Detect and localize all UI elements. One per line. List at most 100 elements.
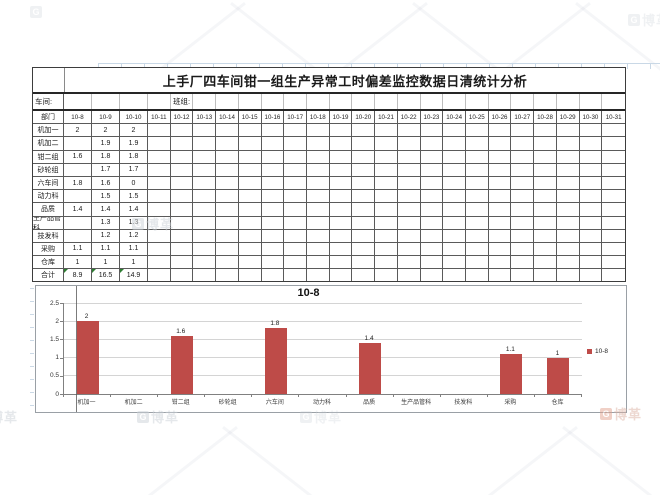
- table-cell[interactable]: [262, 256, 285, 269]
- table-cell[interactable]: [284, 229, 307, 242]
- table-cell[interactable]: [466, 242, 489, 256]
- table-cell[interactable]: [534, 176, 557, 190]
- table-cell[interactable]: [64, 216, 92, 229]
- table-cell[interactable]: [216, 137, 239, 150]
- table-cell[interactable]: 1.5: [92, 190, 120, 203]
- table-cell[interactable]: [534, 190, 557, 203]
- table-cell[interactable]: [284, 256, 307, 269]
- table-cell[interactable]: 1.8: [64, 176, 92, 190]
- chart-bar[interactable]: [547, 357, 570, 394]
- table-cell[interactable]: [330, 150, 353, 163]
- table-cell[interactable]: [398, 124, 421, 137]
- table-cell[interactable]: [398, 256, 421, 269]
- table-cell[interactable]: 1.8: [92, 150, 120, 163]
- table-cell[interactable]: [375, 150, 398, 163]
- meta-cell[interactable]: [557, 94, 580, 109]
- meta-cell[interactable]: [148, 94, 171, 109]
- table-cell[interactable]: [580, 242, 603, 256]
- table-cell[interactable]: [148, 256, 171, 269]
- table-cell[interactable]: [511, 163, 535, 176]
- table-cell[interactable]: [352, 150, 376, 163]
- table-cell[interactable]: [148, 190, 171, 203]
- table-cell[interactable]: [580, 176, 603, 190]
- table-cell[interactable]: 1.7: [92, 163, 120, 176]
- table-cell[interactable]: 1.4: [64, 203, 92, 216]
- table-cell[interactable]: [557, 256, 580, 269]
- table-cell[interactable]: [171, 176, 194, 190]
- table-cell[interactable]: [262, 137, 285, 150]
- table-cell[interactable]: [216, 229, 239, 242]
- table-cell[interactable]: [580, 216, 603, 229]
- table-cell[interactable]: [284, 150, 307, 163]
- table-cell[interactable]: [307, 163, 330, 176]
- table-cell[interactable]: [307, 269, 330, 282]
- table-cell[interactable]: [239, 124, 262, 137]
- row-label-cell[interactable]: 生产品管科: [33, 216, 64, 229]
- table-cell[interactable]: [193, 150, 217, 163]
- date-header-cell[interactable]: 10-20: [352, 111, 376, 124]
- table-cell[interactable]: [511, 229, 535, 242]
- table-cell[interactable]: [421, 124, 444, 137]
- table-cell[interactable]: [398, 269, 421, 282]
- table-cell[interactable]: [398, 137, 421, 150]
- table-cell[interactable]: [466, 256, 489, 269]
- table-cell[interactable]: [216, 163, 239, 176]
- table-cell[interactable]: [352, 190, 376, 203]
- table-cell[interactable]: [602, 190, 625, 202]
- row-label-cell[interactable]: 技发科: [33, 229, 64, 242]
- date-header-cell[interactable]: 10-16: [262, 111, 285, 124]
- table-cell[interactable]: 1.2: [120, 229, 148, 242]
- table-cell[interactable]: 1.5: [120, 190, 148, 203]
- table-cell[interactable]: [262, 150, 285, 163]
- table-cell[interactable]: 1.1: [64, 242, 92, 256]
- row-label-cell[interactable]: 合计: [33, 269, 64, 282]
- table-cell[interactable]: [216, 269, 239, 282]
- table-cell[interactable]: [421, 229, 444, 242]
- table-cell[interactable]: [262, 163, 285, 176]
- table-cell[interactable]: [216, 242, 239, 256]
- table-cell[interactable]: 14.9: [120, 269, 148, 282]
- table-cell[interactable]: 0: [120, 176, 148, 190]
- row-label-cell[interactable]: 品质: [33, 203, 64, 216]
- table-cell[interactable]: [239, 256, 262, 269]
- team-label[interactable]: 班组:: [173, 97, 191, 106]
- table-cell[interactable]: [443, 216, 466, 229]
- table-cell[interactable]: [534, 150, 557, 163]
- title-left-empty-cell[interactable]: [33, 68, 64, 92]
- table-cell[interactable]: [171, 256, 194, 269]
- table-cell[interactable]: [443, 269, 466, 282]
- table-cell[interactable]: [148, 124, 171, 137]
- table-cell[interactable]: [466, 269, 489, 282]
- table-cell[interactable]: [489, 203, 512, 216]
- table-cell[interactable]: [239, 190, 262, 203]
- table-cell[interactable]: [307, 242, 330, 256]
- date-header-cell[interactable]: 10-8: [64, 111, 92, 124]
- table-cell[interactable]: [421, 256, 444, 269]
- date-header-cell[interactable]: 10-14: [216, 111, 239, 124]
- table-cell[interactable]: [534, 137, 557, 150]
- table-cell[interactable]: [148, 137, 171, 150]
- dept-header-cell[interactable]: 部门: [33, 111, 64, 124]
- table-cell[interactable]: [375, 229, 398, 242]
- table-cell[interactable]: [284, 216, 307, 229]
- chart-bar[interactable]: [76, 321, 99, 394]
- table-cell[interactable]: [193, 256, 217, 269]
- table-cell[interactable]: [307, 190, 330, 203]
- table-cell[interactable]: [284, 176, 307, 190]
- table-cell[interactable]: [580, 137, 603, 150]
- table-cell[interactable]: [511, 176, 535, 190]
- table-cell[interactable]: [262, 229, 285, 242]
- table-cell[interactable]: 1.7: [120, 163, 148, 176]
- table-cell[interactable]: 1: [92, 256, 120, 269]
- table-cell[interactable]: [284, 203, 307, 216]
- table-cell[interactable]: [352, 163, 376, 176]
- table-cell[interactable]: [511, 150, 535, 163]
- row-label-cell[interactable]: 钳二组: [33, 150, 64, 163]
- table-cell[interactable]: [511, 190, 535, 203]
- table-cell[interactable]: [352, 124, 376, 137]
- table-cell[interactable]: [216, 203, 239, 216]
- table-cell[interactable]: [239, 269, 262, 282]
- table-cell[interactable]: [64, 190, 92, 203]
- table-cell[interactable]: [284, 190, 307, 203]
- table-cell[interactable]: [148, 229, 171, 242]
